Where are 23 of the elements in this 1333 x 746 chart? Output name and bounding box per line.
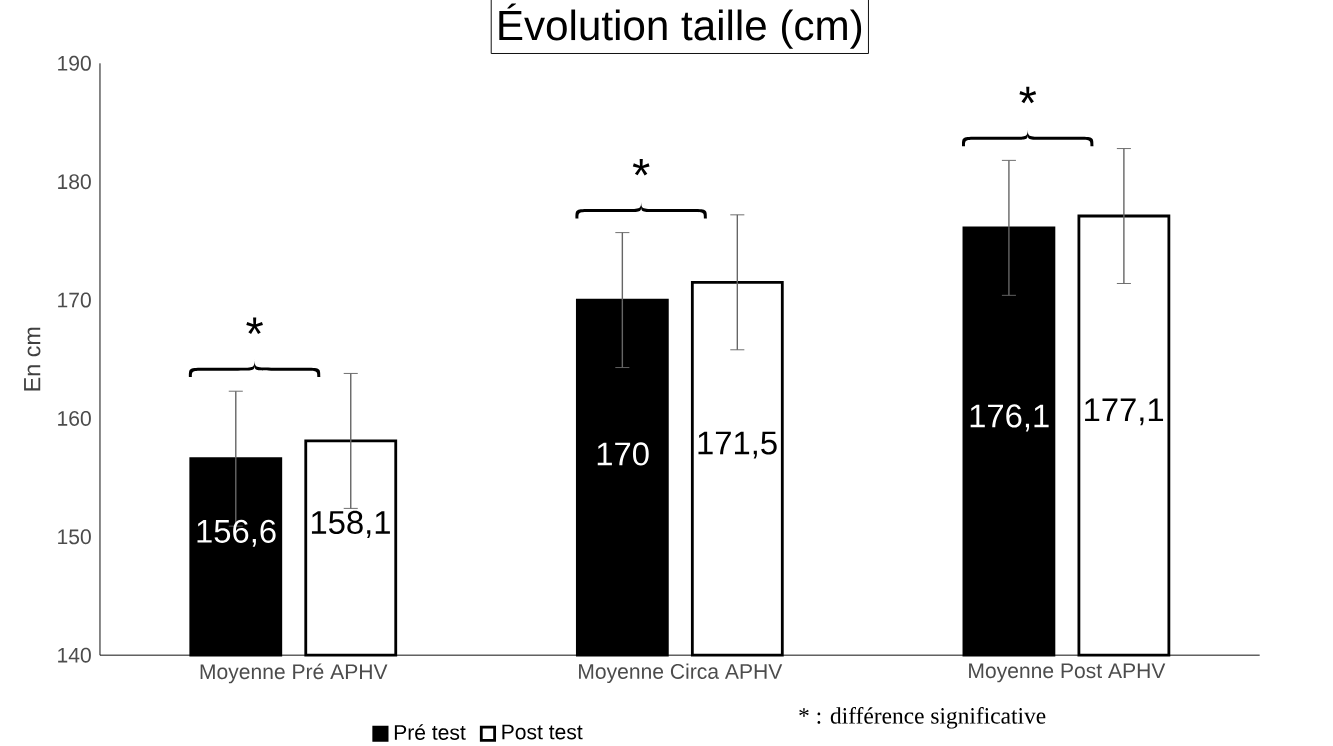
y-tick-label: 180 — [58, 174, 91, 190]
y-tick-label: 140 — [58, 647, 91, 663]
y-tick-label: 150 — [58, 529, 91, 545]
x-tick-label: Moyenne Pré APHV — [200, 663, 388, 684]
x-tick-label: Moyenne Circa APHV — [579, 663, 783, 684]
y-tick-label: 170 — [58, 292, 91, 308]
x-tick-label: Moyenne Post APHV — [969, 663, 1166, 683]
y-tick-label: 190 — [58, 55, 91, 71]
legend-label: Post test — [502, 724, 583, 740]
annotation: * — [246, 317, 263, 335]
y-tick-label: 160 — [58, 411, 91, 426]
annotation: * — [1019, 86, 1037, 104]
legend-label: Pré test — [394, 724, 466, 741]
data-label: 170 — [597, 442, 649, 466]
data-label: 171,5 — [698, 431, 777, 459]
data-label: 176,1 — [970, 404, 1049, 432]
data-label: 177,1 — [1085, 398, 1164, 426]
annotation: * — [632, 159, 650, 176]
chart-title: Évolution taille (cm) — [499, 3, 862, 49]
text: * : différence significative — [799, 707, 1046, 729]
data-label: 156,6 — [197, 519, 276, 547]
data-label: 158,1 — [311, 510, 390, 538]
y-axis-title: En cm — [24, 327, 41, 391]
